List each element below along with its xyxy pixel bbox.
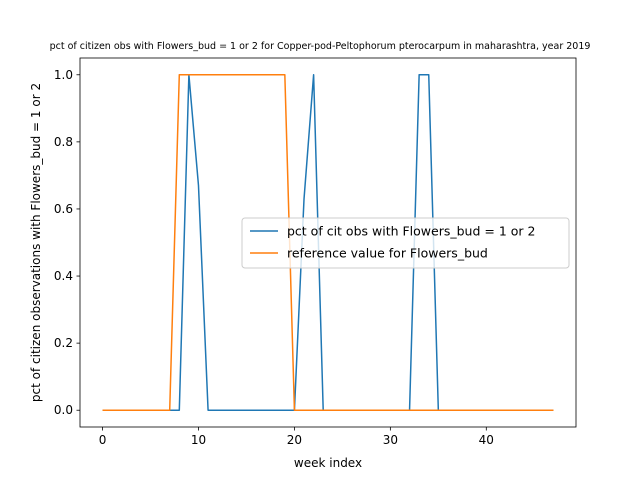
y-tick-label: 1.0 xyxy=(54,68,73,82)
plot-lines xyxy=(102,74,554,411)
y-tick-label: 0.8 xyxy=(54,135,73,149)
y-tick-label: 0.0 xyxy=(54,403,73,417)
y-tick-label: 0.4 xyxy=(54,269,73,283)
x-tick-label: 10 xyxy=(191,433,206,447)
x-tick-label: 30 xyxy=(383,433,398,447)
x-axis-label: week index xyxy=(294,456,362,470)
chart-title: pct of citizen obs with Flowers_bud = 1 … xyxy=(50,41,591,52)
y-axis-label: pct of citizen observations with Flowers… xyxy=(29,83,43,402)
y-tick-label: 0.6 xyxy=(54,202,73,216)
legend: pct of cit obs with Flowers_bud = 1 or 2… xyxy=(241,217,570,269)
y-axis-ticks: 0.0 0.2 0.4 0.6 0.8 1.0 xyxy=(54,68,80,417)
x-axis-ticks: 0 10 20 30 40 xyxy=(99,427,494,447)
x-tick-label: 0 xyxy=(99,433,107,447)
y-tick-label: 0.2 xyxy=(54,336,73,350)
legend-label-1: pct of cit obs with Flowers_bud = 1 or 2 xyxy=(287,224,535,239)
series-line-2 xyxy=(102,74,554,411)
x-tick-label: 20 xyxy=(287,433,302,447)
x-tick-label: 40 xyxy=(479,433,494,447)
legend-box xyxy=(241,217,570,269)
legend-label-2: reference value for Flowers_bud xyxy=(287,246,488,261)
